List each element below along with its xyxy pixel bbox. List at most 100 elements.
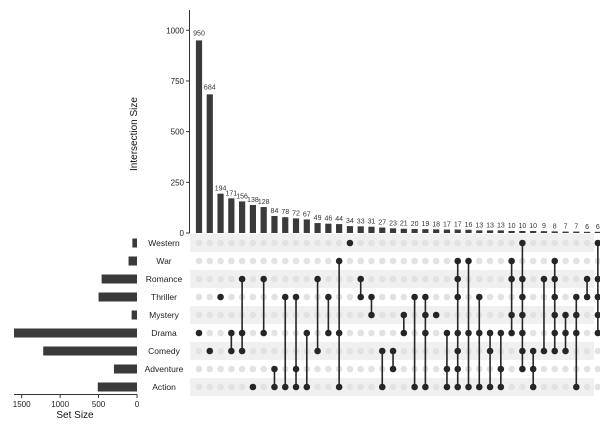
matrix-dot-inactive	[540, 257, 548, 265]
matrix-dot-inactive	[303, 275, 311, 283]
matrix-dot-active	[497, 329, 505, 337]
intersection-bar	[249, 205, 256, 233]
matrix-dot-inactive	[368, 347, 375, 355]
matrix-dot-active	[249, 383, 257, 391]
matrix-dot-inactive	[583, 347, 591, 355]
matrix-dot-active	[422, 293, 429, 301]
matrix-dot-active	[303, 329, 311, 337]
matrix-dot-active	[389, 365, 397, 373]
matrix-dot-active	[508, 329, 515, 337]
intersection-bar-label: 17	[443, 222, 451, 229]
matrix-dot-active	[357, 293, 365, 301]
intersection-bar-label: 20	[411, 221, 419, 228]
set-size-axis-tick-label: 1500	[13, 400, 31, 409]
matrix-dot-inactive	[389, 383, 397, 391]
intersection-bar	[389, 228, 397, 233]
matrix-dot-inactive	[368, 329, 375, 337]
matrix-dot-inactive	[486, 275, 494, 283]
matrix-dot-active	[594, 311, 600, 319]
matrix-dot-inactive	[325, 239, 332, 247]
matrix-dot-active	[443, 365, 451, 373]
intersection-bar-label: 10	[508, 223, 516, 230]
intersection-bar-label: 10	[529, 223, 537, 230]
intersection-bar	[443, 229, 451, 233]
set-label: Thriller	[151, 292, 177, 302]
set-size-bar	[131, 310, 137, 320]
matrix-dot-inactive	[260, 257, 267, 265]
matrix-dot-inactive	[195, 311, 203, 319]
matrix-dot-active	[519, 293, 526, 301]
matrix-dot-inactive	[357, 257, 365, 265]
matrix-dot-inactive	[228, 275, 235, 283]
matrix-dot-inactive	[260, 239, 267, 247]
matrix-dot-active	[519, 347, 526, 355]
matrix-dot-inactive	[389, 329, 397, 337]
matrix-dot-inactive	[475, 239, 483, 247]
matrix-dot-active	[400, 329, 408, 337]
matrix-dot-inactive	[432, 239, 440, 247]
matrix-dot-inactive	[378, 293, 386, 301]
intersection-bar-label: 7	[564, 224, 568, 231]
intersection-bar	[454, 229, 461, 233]
matrix-dot-inactive	[271, 239, 278, 247]
matrix-dot-inactive	[573, 257, 580, 265]
matrix-dot-inactive	[540, 383, 548, 391]
matrix-dot-inactive	[486, 293, 494, 301]
matrix-dot-active	[228, 347, 235, 355]
matrix-dot-inactive	[508, 365, 515, 373]
intersection-bar	[336, 224, 343, 233]
matrix-dot-active	[314, 275, 321, 283]
matrix-dot-active	[411, 383, 418, 391]
matrix-dot-inactive	[400, 383, 408, 391]
set-size-axis-tick-label: 0	[135, 400, 140, 409]
matrix-dot-active	[217, 293, 224, 301]
matrix-dot-inactive	[217, 365, 224, 373]
intersection-bar	[195, 40, 203, 234]
matrix-dot-inactive	[314, 365, 321, 373]
matrix-dot-active	[292, 293, 300, 301]
matrix-dot-inactive	[475, 257, 483, 265]
matrix-dot-inactive	[217, 329, 224, 337]
matrix-dot-active	[594, 239, 600, 247]
matrix-dot-active	[454, 293, 462, 301]
matrix-dot-inactive	[508, 239, 515, 247]
matrix-dot-inactive	[443, 275, 451, 283]
matrix-dot-active	[238, 275, 246, 283]
matrix-dot-inactive	[303, 257, 311, 265]
intersection-bar	[476, 230, 483, 233]
intersection-size-axis-title: Intersection Size	[129, 97, 140, 171]
matrix-dot-active	[378, 347, 386, 355]
matrix-dot-inactive	[368, 257, 375, 265]
matrix-dot-inactive	[228, 383, 235, 391]
matrix-dot-inactive	[260, 347, 267, 355]
intersection-bar	[573, 231, 580, 233]
matrix-dot-inactive	[249, 293, 257, 301]
matrix-dot-inactive	[368, 239, 375, 247]
matrix-dot-inactive	[228, 311, 235, 319]
matrix-dot-inactive	[292, 239, 300, 247]
matrix-dot-active	[271, 383, 278, 391]
intersection-bar-label: 138	[247, 197, 259, 204]
matrix-dot-inactive	[583, 365, 591, 373]
intersection-bar-label: 194	[215, 186, 227, 193]
intersection-bar	[508, 230, 515, 233]
matrix-dot-active	[238, 329, 246, 337]
matrix-dot-inactive	[206, 383, 214, 391]
intersection-bar-label: 128	[258, 199, 270, 206]
matrix-dot-active	[335, 257, 343, 265]
matrix-dot-active	[378, 383, 386, 391]
matrix-dot-inactive	[260, 365, 267, 373]
set-size-bar	[128, 256, 137, 266]
set-size-axis-title: Set Size	[56, 410, 94, 421]
matrix-dot-active	[195, 329, 203, 337]
intersection-bar	[562, 231, 569, 233]
matrix-dot-inactive	[281, 257, 289, 265]
matrix-dot-inactive	[529, 257, 537, 265]
matrix-dot-active	[497, 383, 505, 391]
intersection-axis-tick-label: 1000	[166, 26, 184, 35]
set-label: Mystery	[149, 310, 180, 320]
matrix-dot-inactive	[357, 311, 365, 319]
matrix-dot-inactive	[378, 275, 386, 283]
intersection-bar	[540, 231, 548, 233]
matrix-dot-active	[389, 347, 397, 355]
